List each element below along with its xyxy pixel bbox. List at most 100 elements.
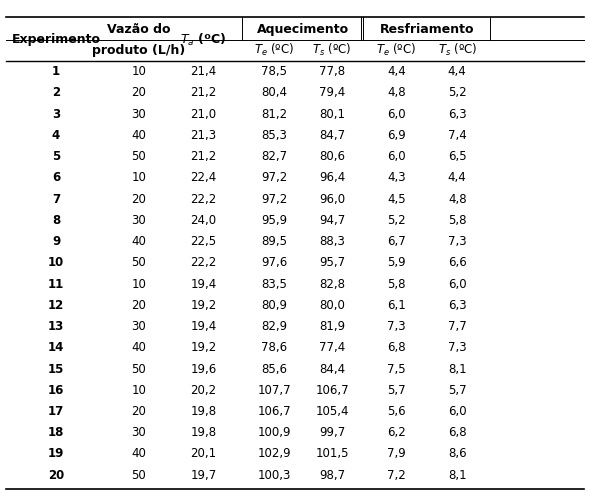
Text: 13: 13: [48, 320, 64, 333]
Text: 96,0: 96,0: [319, 193, 345, 206]
Text: 94,7: 94,7: [319, 214, 345, 227]
Text: 20: 20: [48, 469, 64, 482]
Text: 7,5: 7,5: [387, 362, 406, 376]
Text: 79,4: 79,4: [319, 86, 345, 99]
Text: 6,1: 6,1: [387, 299, 406, 312]
Text: 6,0: 6,0: [448, 405, 467, 418]
Text: 10: 10: [131, 277, 146, 290]
Text: Experimento: Experimento: [12, 33, 100, 46]
Text: 78,6: 78,6: [261, 341, 287, 354]
Text: 6,0: 6,0: [448, 277, 467, 290]
Text: 8,6: 8,6: [448, 448, 467, 461]
Text: 83,5: 83,5: [261, 277, 287, 290]
Text: 81,2: 81,2: [261, 108, 287, 121]
Text: 81,9: 81,9: [319, 320, 345, 333]
Text: Aquecimento: Aquecimento: [257, 22, 349, 35]
Text: 19,7: 19,7: [191, 469, 217, 482]
Text: 8: 8: [52, 214, 60, 227]
Text: 100,9: 100,9: [258, 426, 291, 439]
Text: 22,4: 22,4: [191, 171, 217, 184]
Text: 21,0: 21,0: [191, 108, 217, 121]
Text: $\mathit{T_e}$ (ºC): $\mathit{T_e}$ (ºC): [376, 42, 417, 58]
Text: 19,8: 19,8: [191, 426, 217, 439]
Text: 21,2: 21,2: [191, 150, 217, 163]
Text: 80,0: 80,0: [319, 299, 345, 312]
Text: 20: 20: [131, 299, 146, 312]
Text: 77,4: 77,4: [319, 341, 345, 354]
Text: 22,5: 22,5: [191, 235, 217, 248]
Text: 6,8: 6,8: [448, 426, 467, 439]
Text: 12: 12: [48, 299, 64, 312]
Text: 7,3: 7,3: [387, 320, 406, 333]
Text: 2: 2: [52, 86, 60, 99]
Text: $\mathit{T_a}$ (ºC): $\mathit{T_a}$ (ºC): [181, 32, 227, 48]
Text: 96,4: 96,4: [319, 171, 345, 184]
Text: 5,6: 5,6: [387, 405, 406, 418]
Text: produto (L/h): produto (L/h): [92, 44, 185, 57]
Text: 20: 20: [131, 193, 146, 206]
Text: 5,7: 5,7: [448, 384, 467, 397]
Text: 24,0: 24,0: [191, 214, 217, 227]
Text: 1: 1: [52, 65, 60, 78]
Text: 20: 20: [131, 86, 146, 99]
Text: 10: 10: [48, 256, 64, 269]
Text: 20: 20: [131, 405, 146, 418]
Text: 82,8: 82,8: [319, 277, 345, 290]
Text: 6,0: 6,0: [387, 108, 406, 121]
Text: 4,8: 4,8: [387, 86, 406, 99]
Text: 95,7: 95,7: [319, 256, 345, 269]
Text: 7,4: 7,4: [448, 129, 467, 142]
Text: 97,2: 97,2: [261, 193, 287, 206]
Text: 106,7: 106,7: [258, 405, 291, 418]
Text: 85,6: 85,6: [261, 362, 287, 376]
Text: 50: 50: [131, 362, 146, 376]
Text: 19,2: 19,2: [191, 341, 217, 354]
Text: 18: 18: [48, 426, 64, 439]
Text: 8,1: 8,1: [448, 362, 467, 376]
Text: 98,7: 98,7: [319, 469, 345, 482]
Text: 40: 40: [131, 235, 146, 248]
Text: 6,5: 6,5: [448, 150, 467, 163]
Text: 19: 19: [48, 448, 64, 461]
Text: 6,0: 6,0: [387, 150, 406, 163]
Text: $\mathit{T_e}$ (ºC): $\mathit{T_e}$ (ºC): [254, 42, 294, 58]
Text: 6,9: 6,9: [387, 129, 406, 142]
Text: Vazão do: Vazão do: [107, 22, 171, 35]
Text: 10: 10: [131, 384, 146, 397]
Text: 102,9: 102,9: [258, 448, 291, 461]
Text: 4,4: 4,4: [448, 65, 467, 78]
Text: 8,1: 8,1: [448, 469, 467, 482]
Text: 82,9: 82,9: [261, 320, 287, 333]
Text: 30: 30: [131, 426, 146, 439]
Text: 97,2: 97,2: [261, 171, 287, 184]
Text: 7,2: 7,2: [387, 469, 406, 482]
Text: 5,2: 5,2: [387, 214, 406, 227]
Text: 22,2: 22,2: [191, 256, 217, 269]
Text: 77,8: 77,8: [319, 65, 345, 78]
Text: $\mathit{T_s}$ (ºC): $\mathit{T_s}$ (ºC): [438, 42, 477, 58]
Text: 10: 10: [131, 171, 146, 184]
Text: 20,1: 20,1: [191, 448, 217, 461]
Text: 80,1: 80,1: [319, 108, 345, 121]
Text: 7,7: 7,7: [448, 320, 467, 333]
Text: 106,7: 106,7: [316, 384, 349, 397]
Text: 5,9: 5,9: [387, 256, 406, 269]
Text: 3: 3: [52, 108, 60, 121]
Text: 16: 16: [48, 384, 64, 397]
Text: 5: 5: [52, 150, 60, 163]
Text: 5,2: 5,2: [448, 86, 467, 99]
Text: 80,9: 80,9: [261, 299, 287, 312]
Text: 6,8: 6,8: [387, 341, 406, 354]
Text: 40: 40: [131, 341, 146, 354]
Text: Resfriamento: Resfriamento: [379, 22, 474, 35]
Text: 6,6: 6,6: [448, 256, 467, 269]
Text: 50: 50: [131, 469, 146, 482]
Text: 7,3: 7,3: [448, 341, 467, 354]
Text: 89,5: 89,5: [261, 235, 287, 248]
Text: 21,3: 21,3: [191, 129, 217, 142]
Text: 97,6: 97,6: [261, 256, 287, 269]
Text: 101,5: 101,5: [316, 448, 349, 461]
Text: 19,4: 19,4: [191, 277, 217, 290]
Text: 21,2: 21,2: [191, 86, 217, 99]
Text: 88,3: 88,3: [319, 235, 345, 248]
